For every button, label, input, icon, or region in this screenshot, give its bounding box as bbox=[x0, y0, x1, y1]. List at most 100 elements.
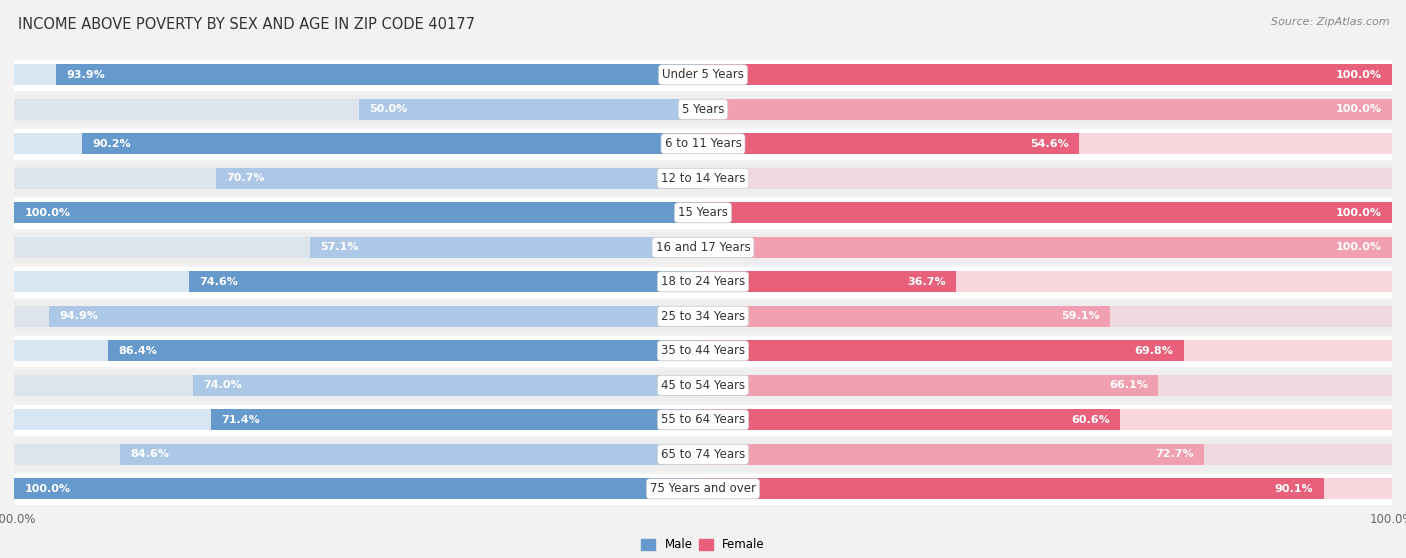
Text: 100.0%: 100.0% bbox=[1336, 104, 1382, 114]
Bar bbox=[49, 306, 703, 327]
Bar bbox=[703, 133, 1080, 155]
Text: 65 to 74 Years: 65 to 74 Years bbox=[661, 448, 745, 461]
Bar bbox=[14, 299, 1392, 334]
Bar bbox=[14, 167, 703, 189]
Text: 36.7%: 36.7% bbox=[907, 277, 945, 287]
Legend: Male, Female: Male, Female bbox=[637, 533, 769, 556]
Bar bbox=[82, 133, 703, 155]
Bar bbox=[14, 306, 703, 327]
Bar bbox=[703, 340, 1392, 362]
Bar bbox=[14, 127, 1392, 161]
Bar bbox=[14, 202, 703, 224]
Text: 74.0%: 74.0% bbox=[204, 381, 242, 390]
Bar bbox=[703, 271, 1392, 292]
Text: 93.9%: 93.9% bbox=[66, 70, 105, 80]
Bar bbox=[14, 402, 1392, 437]
Text: 74.6%: 74.6% bbox=[200, 277, 238, 287]
Bar bbox=[703, 64, 1392, 85]
Text: 45 to 54 Years: 45 to 54 Years bbox=[661, 379, 745, 392]
Text: 5 Years: 5 Years bbox=[682, 103, 724, 116]
Text: 100.0%: 100.0% bbox=[1336, 208, 1382, 218]
Bar bbox=[14, 340, 703, 362]
Text: Under 5 Years: Under 5 Years bbox=[662, 68, 744, 81]
Text: 69.8%: 69.8% bbox=[1135, 346, 1174, 356]
Text: INCOME ABOVE POVERTY BY SEX AND AGE IN ZIP CODE 40177: INCOME ABOVE POVERTY BY SEX AND AGE IN Z… bbox=[18, 17, 475, 32]
Bar bbox=[14, 271, 703, 292]
Bar bbox=[703, 478, 1323, 499]
Text: 90.1%: 90.1% bbox=[1275, 484, 1313, 494]
Bar bbox=[703, 237, 1392, 258]
Text: 84.6%: 84.6% bbox=[131, 449, 169, 459]
Text: 35 to 44 Years: 35 to 44 Years bbox=[661, 344, 745, 357]
Bar bbox=[14, 368, 1392, 402]
Bar bbox=[703, 306, 1392, 327]
Bar bbox=[703, 340, 1184, 362]
Bar bbox=[703, 133, 1392, 155]
Bar bbox=[703, 409, 1121, 430]
Bar bbox=[703, 202, 1392, 224]
Bar bbox=[211, 409, 703, 430]
Text: 18 to 24 Years: 18 to 24 Years bbox=[661, 275, 745, 288]
Text: 90.2%: 90.2% bbox=[91, 139, 131, 149]
Bar bbox=[14, 374, 703, 396]
Text: 54.6%: 54.6% bbox=[1031, 139, 1069, 149]
Bar bbox=[14, 195, 1392, 230]
Bar bbox=[14, 92, 1392, 127]
Text: 94.9%: 94.9% bbox=[59, 311, 98, 321]
Bar bbox=[703, 99, 1392, 120]
Bar bbox=[14, 478, 703, 499]
Text: 71.4%: 71.4% bbox=[221, 415, 260, 425]
Bar bbox=[703, 202, 1392, 224]
Bar bbox=[14, 161, 1392, 195]
Text: 60.6%: 60.6% bbox=[1071, 415, 1111, 425]
Bar bbox=[703, 374, 1159, 396]
Text: 55 to 64 Years: 55 to 64 Years bbox=[661, 413, 745, 426]
Text: 72.7%: 72.7% bbox=[1154, 449, 1194, 459]
Text: 75 Years and over: 75 Years and over bbox=[650, 482, 756, 496]
Text: 86.4%: 86.4% bbox=[118, 346, 157, 356]
Text: 70.7%: 70.7% bbox=[226, 174, 264, 183]
Text: 50.0%: 50.0% bbox=[368, 104, 408, 114]
Bar bbox=[703, 237, 1392, 258]
Text: 16 and 17 Years: 16 and 17 Years bbox=[655, 241, 751, 254]
Bar bbox=[14, 230, 1392, 264]
Bar bbox=[217, 167, 703, 189]
Bar bbox=[193, 374, 703, 396]
Text: 100.0%: 100.0% bbox=[24, 484, 70, 494]
Bar bbox=[703, 478, 1392, 499]
Bar bbox=[359, 99, 703, 120]
Bar bbox=[703, 374, 1392, 396]
Bar bbox=[14, 57, 1392, 92]
Text: 15 Years: 15 Years bbox=[678, 206, 728, 219]
Bar bbox=[108, 340, 703, 362]
Bar bbox=[703, 99, 1392, 120]
Bar bbox=[14, 472, 1392, 506]
Bar bbox=[14, 99, 703, 120]
Bar bbox=[14, 409, 703, 430]
Bar bbox=[14, 478, 703, 499]
Bar bbox=[703, 444, 1392, 465]
Text: 12 to 14 Years: 12 to 14 Years bbox=[661, 172, 745, 185]
Text: 100.0%: 100.0% bbox=[1336, 70, 1382, 80]
Bar bbox=[703, 271, 956, 292]
Text: 0.0%: 0.0% bbox=[717, 174, 748, 183]
Bar bbox=[14, 237, 703, 258]
Bar bbox=[188, 271, 703, 292]
Text: 25 to 34 Years: 25 to 34 Years bbox=[661, 310, 745, 323]
Bar bbox=[56, 64, 703, 85]
Bar bbox=[703, 409, 1392, 430]
Bar bbox=[703, 64, 1392, 85]
Bar bbox=[14, 437, 1392, 472]
Bar bbox=[14, 64, 703, 85]
Bar bbox=[14, 133, 703, 155]
Bar bbox=[14, 334, 1392, 368]
Bar bbox=[14, 444, 703, 465]
Bar bbox=[14, 264, 1392, 299]
Bar bbox=[703, 167, 1392, 189]
Bar bbox=[703, 306, 1111, 327]
Text: 57.1%: 57.1% bbox=[321, 242, 359, 252]
Text: 100.0%: 100.0% bbox=[1336, 242, 1382, 252]
Text: 100.0%: 100.0% bbox=[24, 208, 70, 218]
Bar bbox=[120, 444, 703, 465]
Text: Source: ZipAtlas.com: Source: ZipAtlas.com bbox=[1271, 17, 1389, 27]
